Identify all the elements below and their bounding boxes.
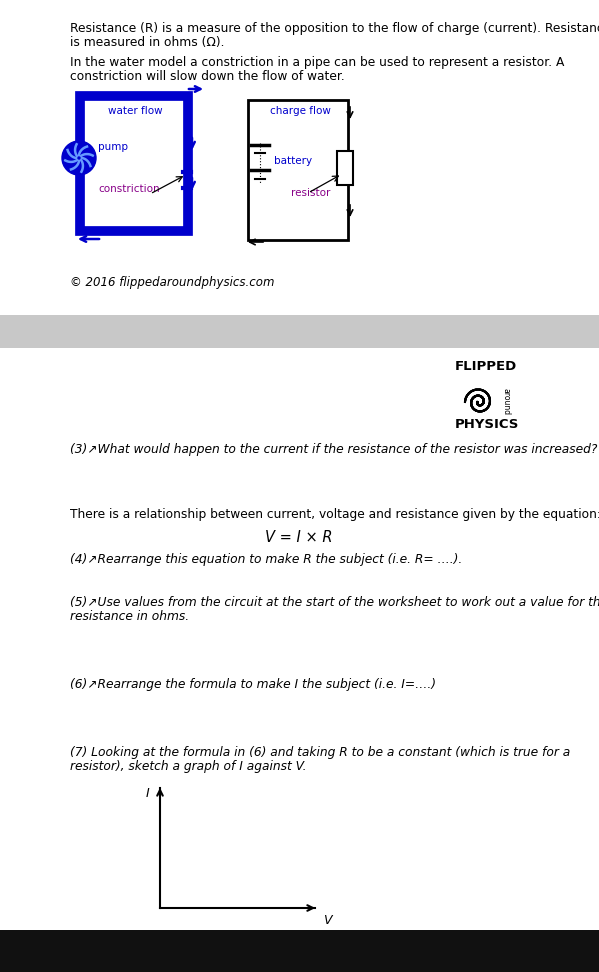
Text: constriction will slow down the flow of water.: constriction will slow down the flow of …	[70, 70, 345, 83]
Text: water flow: water flow	[108, 106, 162, 116]
Text: FLIPPED: FLIPPED	[455, 360, 518, 373]
Text: (6)↗Rearrange the formula to make I the subject (i.e. I=….): (6)↗Rearrange the formula to make I the …	[70, 678, 436, 691]
Bar	[0, 930, 599, 972]
Text: (3)↗What would happen to the current if the resistance of the resistor was incre: (3)↗What would happen to the current if …	[70, 443, 597, 456]
Bar	[80, 96, 188, 231]
Text: Resistance (R) is a measure of the opposition to the flow of charge (current). R: Resistance (R) is a measure of the oppos…	[70, 22, 599, 35]
Bar	[0, 348, 599, 930]
Text: PHYSICS: PHYSICS	[455, 418, 519, 431]
Text: © 2016 flippedaroundphysics.com: © 2016 flippedaroundphysics.com	[70, 276, 274, 289]
Text: constriction: constriction	[98, 184, 159, 194]
Text: V = I × R: V = I × R	[265, 530, 333, 545]
Text: (5)↗Use values from the circuit at the start of the worksheet to work out a valu: (5)↗Use values from the circuit at the s…	[70, 596, 599, 609]
Text: (4)↗Rearrange this equation to make R the subject (i.e. R= ….).: (4)↗Rearrange this equation to make R th…	[70, 553, 462, 566]
Text: pump: pump	[98, 142, 128, 152]
Text: In the water model a constriction in a pipe can be used to represent a resistor.: In the water model a constriction in a p…	[70, 56, 564, 69]
Text: charge flow: charge flow	[270, 106, 331, 116]
Text: is measured in ohms (Ω).: is measured in ohms (Ω).	[70, 36, 225, 49]
Bar	[337, 151, 353, 185]
Text: resistor: resistor	[291, 188, 331, 198]
Text: resistor), sketch a graph of I against V.: resistor), sketch a graph of I against V…	[70, 760, 307, 773]
Text: resistance in ohms.: resistance in ohms.	[70, 610, 189, 623]
Bar	[0, 315, 599, 348]
Text: (7) Looking at the formula in (6) and taking R to be a constant (which is true f: (7) Looking at the formula in (6) and ta…	[70, 746, 570, 759]
Text: around: around	[501, 388, 510, 415]
Text: V: V	[323, 914, 331, 926]
Bar	[248, 100, 348, 240]
Bar	[0, 0, 599, 315]
Circle shape	[62, 141, 96, 175]
Text: battery: battery	[274, 156, 312, 166]
Text: I: I	[146, 786, 150, 800]
Text: There is a relationship between current, voltage and resistance given by the equ: There is a relationship between current,…	[70, 508, 599, 521]
